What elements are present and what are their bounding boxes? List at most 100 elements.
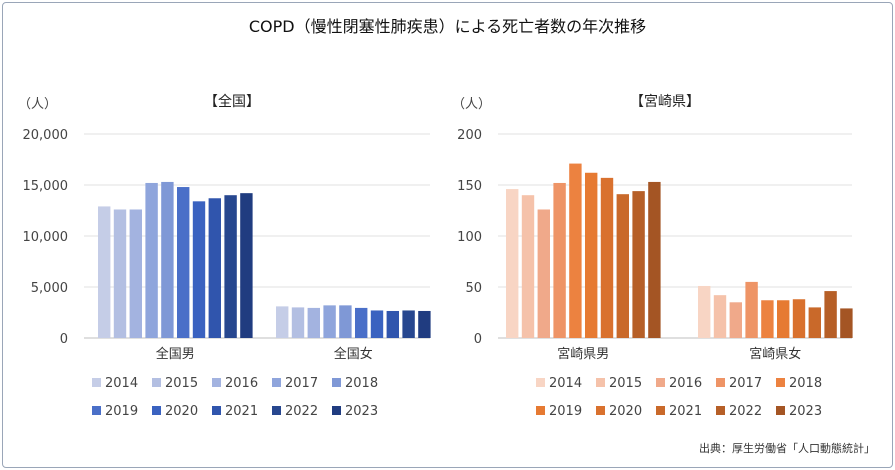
bar-全国男-2023 [240,193,253,338]
bar-全国男-2022 [224,195,237,338]
y-tick-label: 0 [474,332,482,347]
legend-label: 2019 [105,404,138,419]
bar-全国男-2016 [129,209,142,338]
bar-全国女-2014 [276,306,289,338]
legend-label: 2020 [609,404,642,419]
bar-全国男-2017 [145,182,158,338]
legend-label: 2022 [729,404,762,419]
legend-swatch [152,378,161,387]
bar-宮崎県男-2023 [648,181,661,338]
panel-title: 【全国】 [204,93,260,110]
bar-宮崎県女-2020 [792,299,806,338]
y-tick-label: 20,000 [23,128,69,143]
legend-swatch [536,406,545,415]
legend-label: 2023 [789,404,822,419]
bar-全国女-2020 [370,310,384,338]
bar-全国男-2018 [161,181,174,338]
bar-宮崎県男-2022 [632,191,645,338]
category-label: 宮崎県女 [749,346,801,362]
bar-宮崎県女-2015 [713,295,727,338]
legend-swatch [272,406,281,415]
bar-全国女-2022 [402,310,415,338]
bar-宮崎県男-2021 [616,194,629,338]
legend-swatch [716,378,725,387]
category-label: 全国男 [156,346,195,362]
legend-label: 2021 [225,404,258,419]
legend-label: 2016 [669,376,702,391]
legend-swatch [716,406,725,415]
y-tick-label: 5,000 [31,281,68,296]
bar-宮崎県男-2015 [521,195,535,338]
bar-宮崎県男-2014 [506,189,519,338]
bar-宮崎県女-2017 [745,281,758,338]
bar-宮崎県男-2019 [585,172,598,338]
legend-swatch [596,406,605,415]
bar-全国女-2018 [339,305,352,338]
legend-label: 2021 [669,404,702,419]
bar-宮崎県男-2018 [569,163,582,338]
bar-全国女-2015 [291,307,305,338]
bar-宮崎県女-2019 [777,300,790,338]
legend-swatch [776,406,785,415]
bar-全国男-2015 [113,209,127,338]
legend-label: 2018 [345,376,378,391]
bar-全国女-2017 [323,305,336,338]
legend-label: 2015 [165,376,198,391]
legend-label: 2014 [105,376,138,391]
legend-swatch [656,406,665,415]
bar-全国女-2016 [307,307,320,338]
legend-swatch [152,406,161,415]
bar-宮崎県男-2020 [600,177,614,338]
y-tick-label: 15,000 [23,179,69,194]
bar-全国女-2023 [418,310,431,338]
legend-swatch [92,378,101,387]
bar-宮崎県女-2016 [729,302,742,338]
y-tick-label: 50 [465,281,482,296]
chart-title: COPD（慢性閉塞性肺疾患）による死亡者数の年次推移 [248,17,647,36]
legend-label: 2015 [609,376,642,391]
bar-宮崎県女-2014 [698,285,711,338]
y-tick-label: 100 [457,230,482,245]
source-note: 出典：厚生労働省「人口動態統計」 [699,442,875,455]
legend-swatch [332,378,341,387]
legend-swatch [776,378,785,387]
bar-宮崎県女-2018 [761,300,774,338]
bar-全国女-2019 [355,307,368,338]
unit-label: （人） [18,97,57,112]
bar-全国男-2021 [208,198,221,338]
category-label: 宮崎県男 [557,346,609,362]
legend-label: 2018 [789,376,822,391]
legend-swatch [272,378,281,387]
bar-宮崎県男-2016 [537,209,550,338]
y-tick-label: 0 [60,332,68,347]
bar-宮崎県女-2023 [840,308,853,338]
y-tick-label: 10,000 [23,230,69,245]
legend-label: 2014 [549,376,582,391]
legend-label: 2016 [225,376,258,391]
bar-全国男-2019 [177,187,190,338]
y-tick-label: 200 [457,128,482,143]
legend-swatch [212,406,221,415]
bar-全国女-2021 [386,310,399,338]
bar-宮崎県男-2017 [553,182,566,338]
legend-swatch [332,406,341,415]
legend-label: 2019 [549,404,582,419]
y-tick-label: 150 [457,179,482,194]
legend-label: 2017 [729,376,762,391]
bar-宮崎県女-2021 [808,307,821,338]
legend-swatch [656,378,665,387]
legend-label: 2022 [285,404,318,419]
bar-全国男-2020 [192,201,206,338]
bar-全国男-2014 [98,206,111,338]
legend-swatch [536,378,545,387]
legend-swatch [212,378,221,387]
category-label: 全国女 [334,346,373,362]
bar-宮崎県女-2022 [824,291,837,338]
legend-label: 2020 [165,404,198,419]
legend-swatch [596,378,605,387]
legend-label: 2023 [345,404,378,419]
legend-label: 2017 [285,376,318,391]
panel-title: 【宮崎県】 [630,94,700,110]
unit-label: （人） [452,97,491,112]
